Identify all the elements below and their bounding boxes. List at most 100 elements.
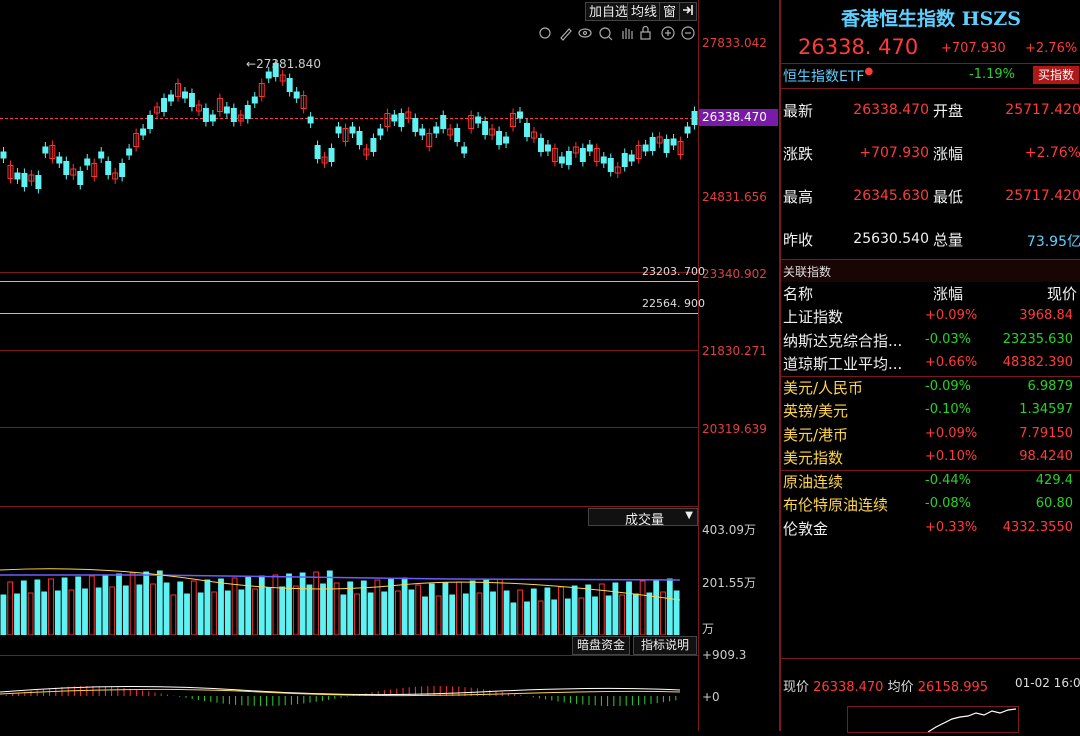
price-axis-label: 20319.639 — [702, 422, 767, 436]
zoom-icon — [599, 27, 611, 39]
candle-body — [468, 115, 475, 129]
volume-bar — [143, 571, 150, 635]
volume-bar — [190, 580, 197, 635]
candle-body — [258, 83, 265, 97]
candle-body — [537, 138, 544, 152]
related-index-price: 23235.630 — [1002, 331, 1073, 347]
candle-body — [126, 148, 133, 156]
volume-bar — [170, 594, 177, 635]
volume-bar — [415, 584, 422, 635]
etf-link[interactable]: 恒生指数ETF● — [783, 66, 874, 85]
candle-body — [70, 168, 77, 176]
candle-body — [586, 144, 593, 152]
candlestick-series — [0, 60, 698, 194]
volume-bar — [14, 593, 20, 635]
volume-bar — [524, 601, 530, 635]
candle-body — [642, 144, 649, 152]
volume-bar — [360, 580, 367, 635]
candle-body — [286, 78, 293, 92]
volume-bar — [585, 584, 592, 635]
candle-body — [279, 74, 286, 82]
candle-body — [691, 111, 698, 125]
related-index-price: 48382.390 — [1002, 355, 1073, 370]
buy-index-button[interactable]: 买指数 — [1033, 66, 1079, 84]
candle-body — [398, 113, 405, 127]
candle-body — [405, 111, 412, 119]
related-indices-header: 关联指数 — [781, 260, 1080, 282]
related-index-name: 美元指数 — [783, 449, 844, 467]
related-index-row[interactable]: 美元/人民币 -0.09% 6.9879 — [781, 377, 1080, 400]
etf-change: -1.19% — [969, 67, 1015, 82]
related-index-row[interactable]: 纳斯达克综合指... -0.03% 23235.630 — [781, 330, 1080, 353]
related-index-row[interactable]: 原油连续 -0.44% 429.4 — [781, 471, 1080, 494]
average-line-button[interactable]: 均线 — [627, 2, 662, 21]
volume-indicator-select[interactable]: 成交量 ▼ — [588, 508, 698, 528]
candle-body — [293, 91, 300, 99]
related-index-row[interactable]: 美元指数 +0.10% 98.4240 — [781, 447, 1080, 470]
window-button[interactable]: 窗 — [659, 2, 681, 21]
candle-body — [175, 83, 181, 97]
volume-bar — [619, 594, 626, 635]
related-index-row[interactable]: 伦敦金 +0.33% 4332.3550 — [781, 518, 1080, 541]
candle-body — [0, 151, 7, 159]
candle-body — [614, 166, 621, 174]
related-index-row[interactable]: 美元/港币 +0.09% 7.79150 — [781, 424, 1080, 447]
related-index-row[interactable]: 英镑/美元 -0.10% 1.34597 — [781, 400, 1080, 423]
volume-axis-unit: 万 — [702, 622, 715, 636]
macd-dea-line — [0, 688, 681, 697]
volume-bar — [530, 588, 537, 635]
reference-line-label: 23203. 700 — [642, 265, 705, 278]
candle-body — [412, 118, 419, 132]
volume-bar — [136, 584, 143, 635]
candle-body — [607, 158, 614, 172]
candle-body — [112, 172, 119, 180]
macd-axis-top: +909.3 — [702, 648, 747, 662]
volume-bar — [592, 596, 598, 635]
candle-body — [419, 128, 426, 136]
related-index-change: -0.44% — [925, 472, 971, 488]
dark-pool-button[interactable]: 暗盘资金 — [572, 636, 630, 655]
candle-body — [168, 94, 175, 102]
candle-body — [447, 128, 454, 136]
candle-body — [14, 172, 21, 180]
volume-bar — [20, 580, 27, 635]
related-index-row[interactable]: 上证指数 +0.09% 3968.84 — [781, 306, 1080, 329]
kline-chart-area[interactable]: 加自选 均线 窗 27833.042 26338.470 24831.656 2… — [0, 0, 778, 731]
exit-icon[interactable] — [679, 2, 697, 21]
macd-axis-zero: +0 — [702, 690, 720, 704]
candle-body — [496, 131, 503, 145]
candle-body — [209, 114, 216, 122]
candle-body — [181, 91, 188, 99]
price-change: +707.930 — [941, 41, 1006, 56]
candle-body — [600, 156, 607, 164]
volume-bar — [258, 575, 265, 635]
candle-body — [56, 156, 63, 164]
volume-bar — [0, 594, 7, 635]
volume-bar — [517, 589, 524, 635]
volume-bar — [626, 581, 632, 635]
related-index-change: -0.09% — [925, 378, 971, 394]
candle-body — [433, 126, 440, 134]
related-index-price: 1.34597 — [1019, 402, 1073, 417]
indicator-help-button[interactable]: 指标说明 — [633, 636, 697, 655]
current-price-marker: 26338.470 — [699, 109, 778, 126]
volume-bar — [612, 582, 619, 635]
chart-tools-bar[interactable] — [537, 25, 697, 41]
candle-body — [475, 116, 482, 124]
zoom-in-icon — [661, 26, 675, 40]
candle-body — [370, 138, 377, 152]
related-index-change: +0.33% — [925, 519, 978, 535]
add-watchlist-button[interactable]: 加自选 — [585, 2, 633, 21]
volume-bar — [483, 579, 490, 635]
macd-chart — [0, 685, 681, 706]
related-index-row[interactable]: 布伦特原油连续 -0.08% 60.80 — [781, 494, 1080, 517]
volume-bars — [0, 568, 681, 635]
volume-bar — [354, 593, 360, 635]
volume-bar — [129, 572, 136, 635]
candle-body — [384, 113, 391, 127]
candle-body — [684, 126, 691, 134]
candle-body — [649, 137, 656, 151]
related-index-row[interactable]: 道琼斯工业平均... +0.66% 48382.390 — [781, 353, 1080, 376]
volume-bar — [75, 576, 82, 635]
candle-body — [230, 108, 237, 122]
